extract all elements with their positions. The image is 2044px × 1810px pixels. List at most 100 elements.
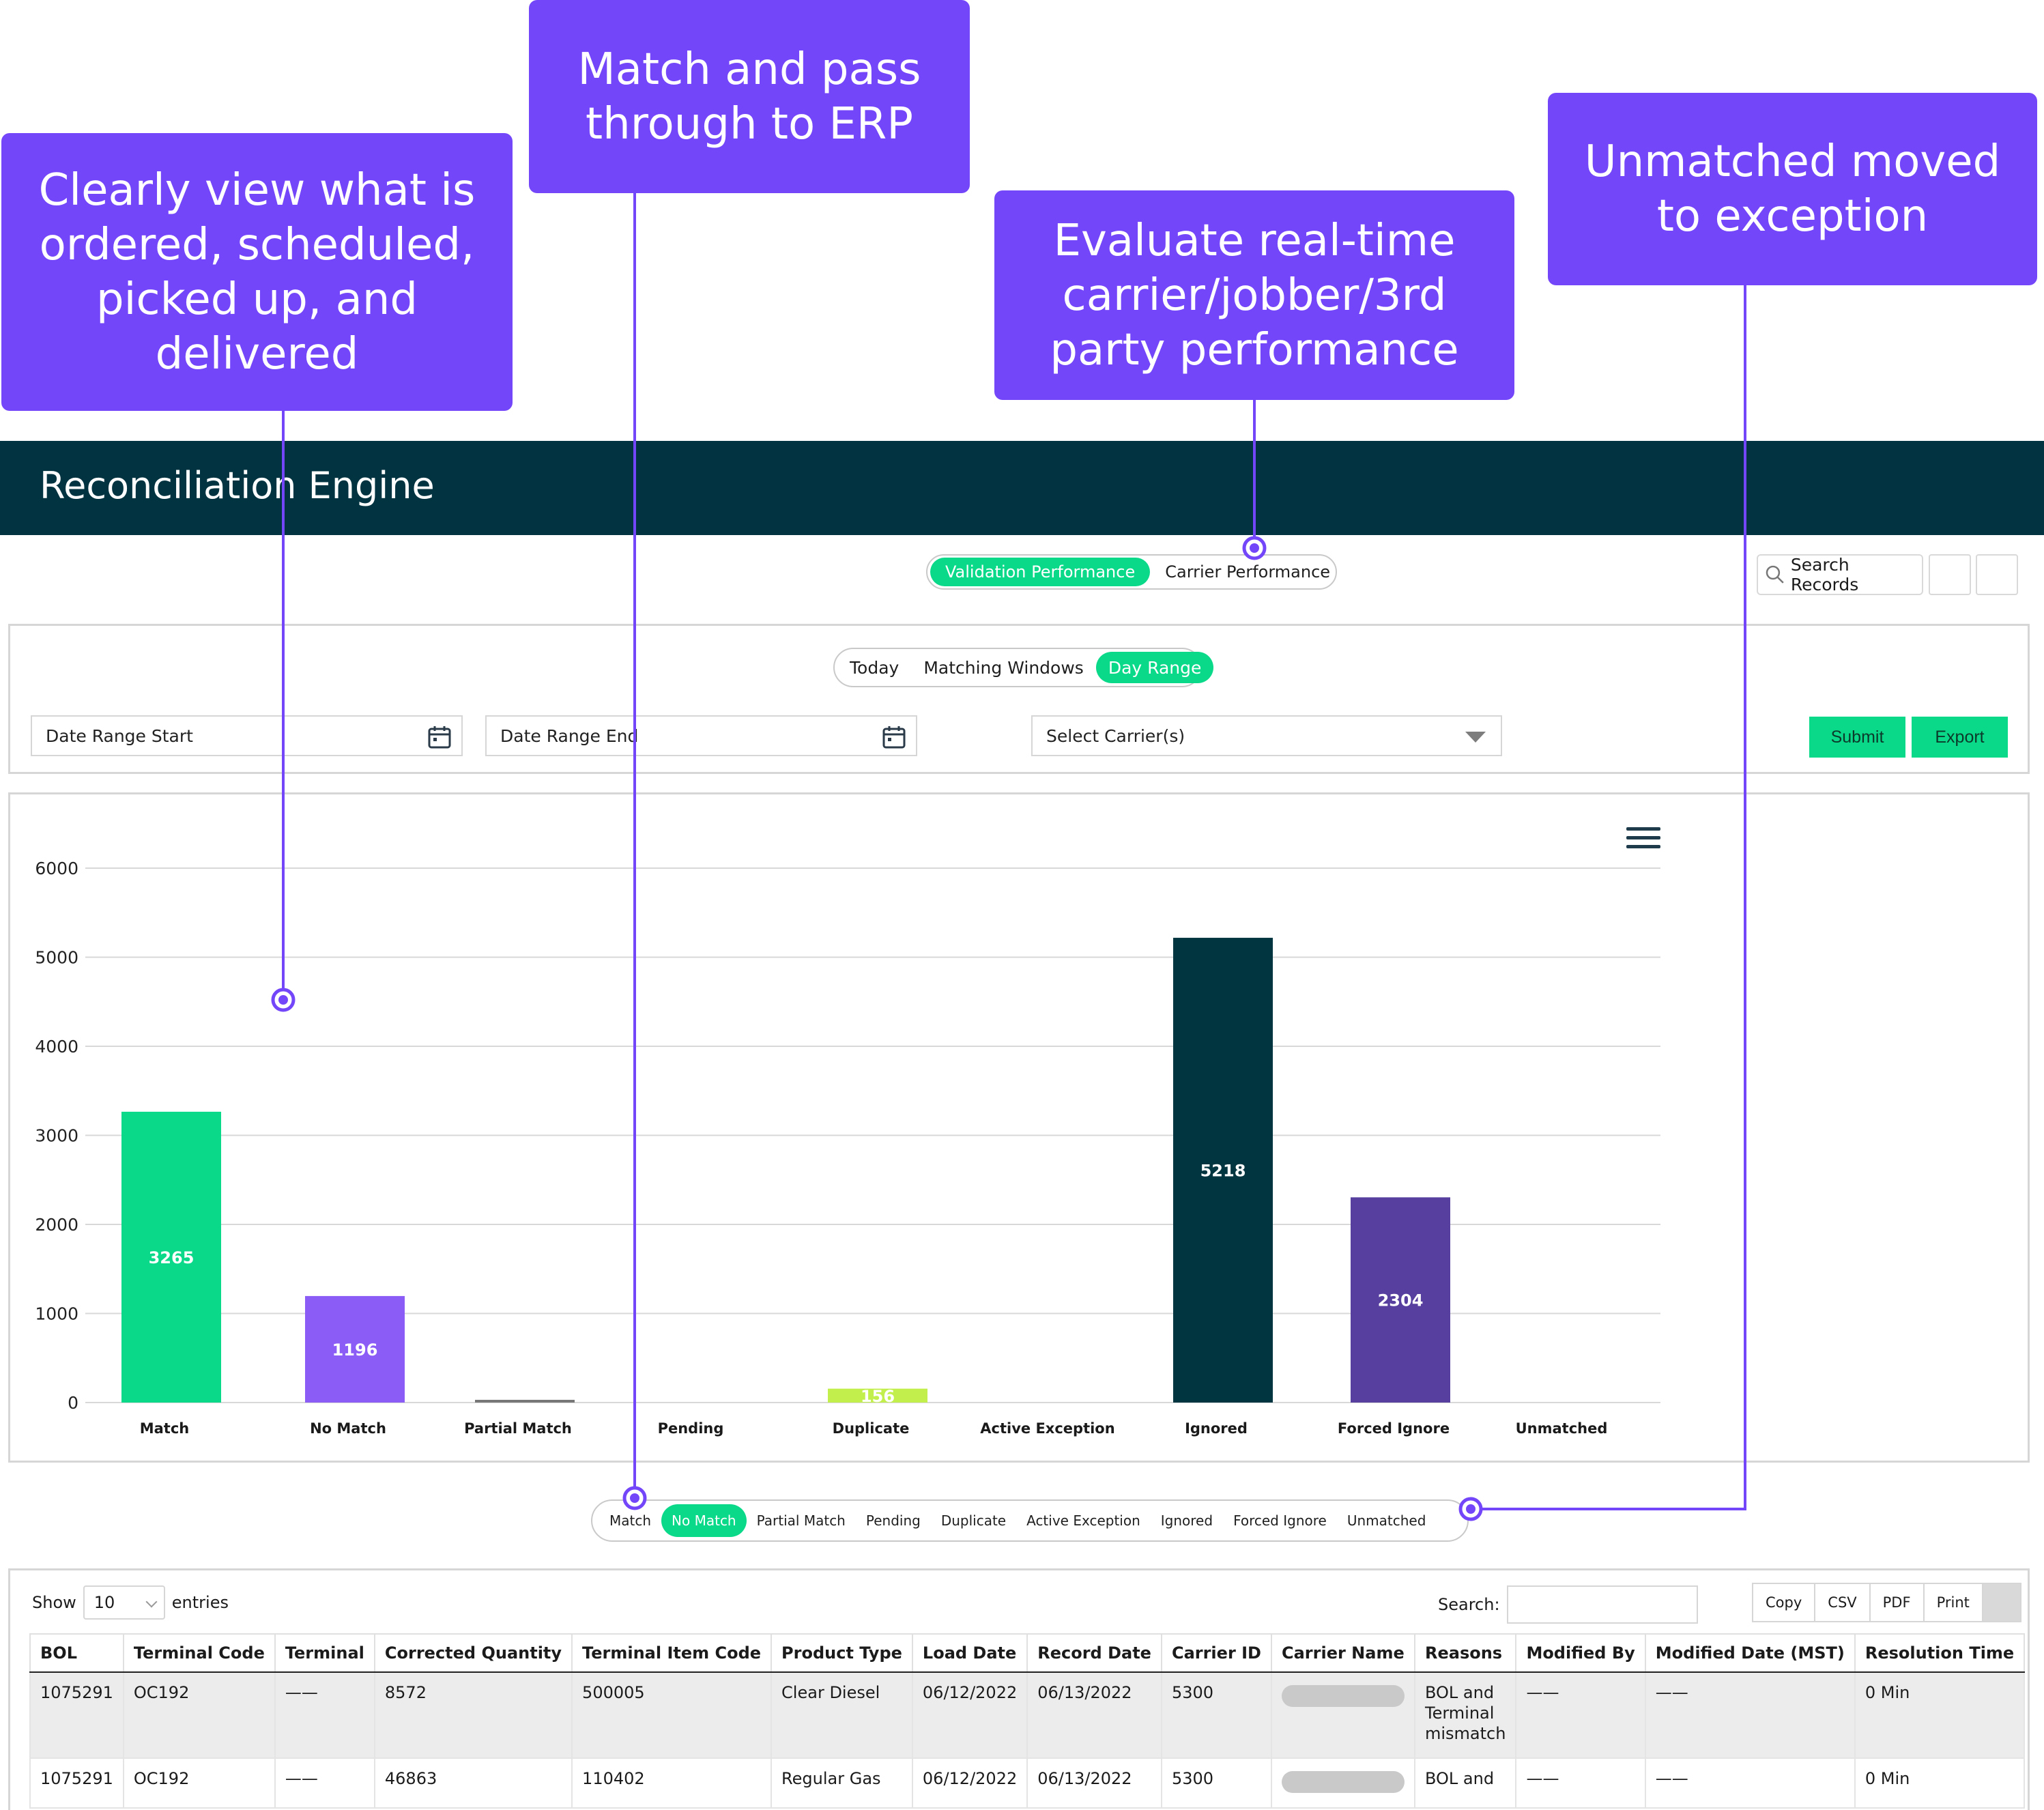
x-tick-label: No Match [310, 1420, 386, 1437]
table-row[interactable]: 1075291 OC192 —— 46863 110402 Regular Ga… [29, 1757, 2026, 1809]
x-tick-label: Ignored [1185, 1420, 1248, 1437]
date-range-end-field[interactable]: Date Range End [485, 715, 917, 756]
callout-view-orders: Clearly view what is ordered, scheduled,… [1, 133, 513, 411]
chart-panel: 0 1000 2000 3000 4000 5000 6000 3265 Match 1196 No… [8, 792, 2030, 1463]
cell-terminal-code: OC192 [122, 1757, 276, 1809]
x-tick-label: Active Exception [980, 1420, 1114, 1437]
bar-no-match [305, 1295, 405, 1403]
table-search: Search: [1438, 1585, 1698, 1624]
column-header[interactable]: Product Type [771, 1633, 913, 1673]
column-header[interactable]: Terminal [274, 1633, 375, 1673]
tab-no-match[interactable]: No Match [661, 1504, 747, 1537]
cell-carrier-id: 5300 [1160, 1671, 1272, 1759]
cell-terminal: —— [274, 1671, 375, 1759]
bar-match [121, 1111, 221, 1403]
callout-carrier-performance: Evaluate real-time carrier/jobber/3rd pa… [994, 190, 1514, 400]
tab-forced-ignore[interactable]: Forced Ignore [1233, 1512, 1327, 1529]
date-range-start-label: Date Range Start [46, 726, 193, 746]
cell-product-type: Regular Gas [771, 1757, 913, 1809]
tab-day-range[interactable]: Day Range [1095, 652, 1214, 683]
data-label: 2304 [1378, 1291, 1424, 1310]
carrier-select[interactable]: Select Carrier(s) [1031, 715, 1502, 756]
csv-button[interactable]: CSV [1814, 1583, 1871, 1622]
tab-partial-match[interactable]: Partial Match [756, 1512, 846, 1529]
bar-forced-ignore [1351, 1197, 1450, 1403]
cell-terminal: —— [274, 1757, 375, 1809]
y-tick-label: 2000 [35, 1215, 78, 1235]
table-row[interactable]: 1075291 OC192 —— 8572 500005 Clear Diese… [29, 1671, 2026, 1759]
column-header[interactable]: Carrier Name [1270, 1633, 1415, 1673]
date-range-end-label: Date Range End [500, 726, 639, 746]
cell-bol: 1075291 [29, 1671, 124, 1759]
column-header[interactable]: Carrier ID [1160, 1633, 1272, 1673]
connector-dot-core [1250, 543, 1259, 553]
tab-pending[interactable]: Pending [865, 1512, 921, 1529]
y-tick-label: 0 [68, 1393, 78, 1413]
tab-duplicate[interactable]: Duplicate [940, 1512, 1007, 1529]
cell-carrier-id: 5300 [1160, 1757, 1272, 1809]
column-visibility-button[interactable] [1981, 1583, 2021, 1622]
tab-match[interactable]: Match [609, 1512, 652, 1529]
entries-value: 10 [93, 1593, 115, 1612]
column-header[interactable]: Record Date [1026, 1633, 1162, 1673]
tab-today[interactable]: Today [850, 657, 899, 678]
tab-carrier-performance[interactable]: Carrier Performance [1165, 562, 1331, 581]
cell-corrected-quantity: 46863 [373, 1757, 573, 1809]
column-header[interactable]: Terminal Item Code [571, 1633, 773, 1673]
x-tick-label: Forced Ignore [1338, 1420, 1450, 1437]
bar-chart: 0 1000 2000 3000 4000 5000 6000 3265 Match 1196 No… [35, 859, 1660, 1437]
toolbar-button-2[interactable] [1976, 554, 2018, 595]
column-header[interactable]: Modified By [1515, 1633, 1646, 1673]
tab-validation-performance[interactable]: Validation Performance [930, 558, 1151, 586]
x-tick-label: Partial Match [464, 1420, 572, 1437]
cell-terminal-item-code: 500005 [571, 1671, 773, 1759]
y-tick-label: 1000 [35, 1304, 78, 1324]
y-tick-label: 5000 [35, 948, 78, 968]
tab-active-exception[interactable]: Active Exception [1026, 1512, 1140, 1529]
x-tick-label: Match [140, 1420, 190, 1437]
tab-matching-windows[interactable]: Matching Windows [923, 657, 1084, 678]
pdf-button[interactable]: PDF [1869, 1583, 1925, 1622]
show-entries: Show 10 entries [32, 1585, 229, 1620]
cell-modified-by: —— [1515, 1757, 1646, 1809]
search-input[interactable] [1506, 1585, 1698, 1624]
search-icon [1766, 565, 1784, 584]
tab-ignored[interactable]: Ignored [1160, 1512, 1213, 1529]
column-header[interactable]: Corrected Quantity [373, 1633, 573, 1673]
cell-modified-by: —— [1515, 1671, 1646, 1759]
date-range-start-field[interactable]: Date Range Start [31, 715, 463, 756]
calendar-icon[interactable] [882, 725, 906, 749]
submit-button[interactable]: Submit [1809, 717, 1905, 758]
column-header[interactable]: Resolution Time [1854, 1633, 2026, 1673]
print-button[interactable]: Print [1923, 1583, 1983, 1622]
data-label: 5218 [1200, 1162, 1246, 1181]
calendar-icon[interactable] [427, 725, 452, 749]
column-header[interactable]: Reasons [1413, 1633, 1517, 1673]
column-header[interactable]: Load Date [911, 1633, 1028, 1673]
hamburger-menu-icon[interactable] [1626, 827, 1660, 852]
entries-select[interactable]: 10 [83, 1585, 165, 1620]
bar-ignored [1173, 938, 1273, 1403]
connector-dot-core [1466, 1504, 1476, 1514]
column-header[interactable]: Modified Date (MST) [1644, 1633, 1856, 1673]
cell-carrier-name [1270, 1671, 1415, 1759]
y-tick-label: 4000 [35, 1037, 78, 1057]
export-button[interactable]: Export [1912, 717, 2008, 758]
cell-carrier-name [1270, 1757, 1415, 1809]
data-label: 1196 [332, 1340, 378, 1360]
search-records-button[interactable]: Search Records [1757, 554, 1923, 595]
column-header[interactable]: BOL [29, 1633, 124, 1673]
toolbar-button-1[interactable] [1929, 554, 1971, 595]
search-label: Search: [1438, 1595, 1500, 1614]
cell-modified-date: —— [1644, 1671, 1856, 1759]
table-header-row: BOL Terminal Code Terminal Corrected Qua… [29, 1633, 2026, 1673]
column-header[interactable]: Terminal Code [122, 1633, 276, 1673]
tab-unmatched[interactable]: Unmatched [1347, 1512, 1426, 1529]
redacted-carrier-name [1281, 1771, 1405, 1793]
cell-resolution-time: 0 Min [1854, 1671, 2026, 1759]
copy-button[interactable]: Copy [1752, 1583, 1816, 1622]
page-title: Reconciliation Engine [40, 464, 435, 507]
filter-panel: Today Matching Windows Day Range Date Ra… [8, 624, 2030, 774]
chevron-down-icon [145, 1596, 158, 1608]
performance-toggle: Validation Performance Carrier Performan… [926, 554, 1337, 590]
